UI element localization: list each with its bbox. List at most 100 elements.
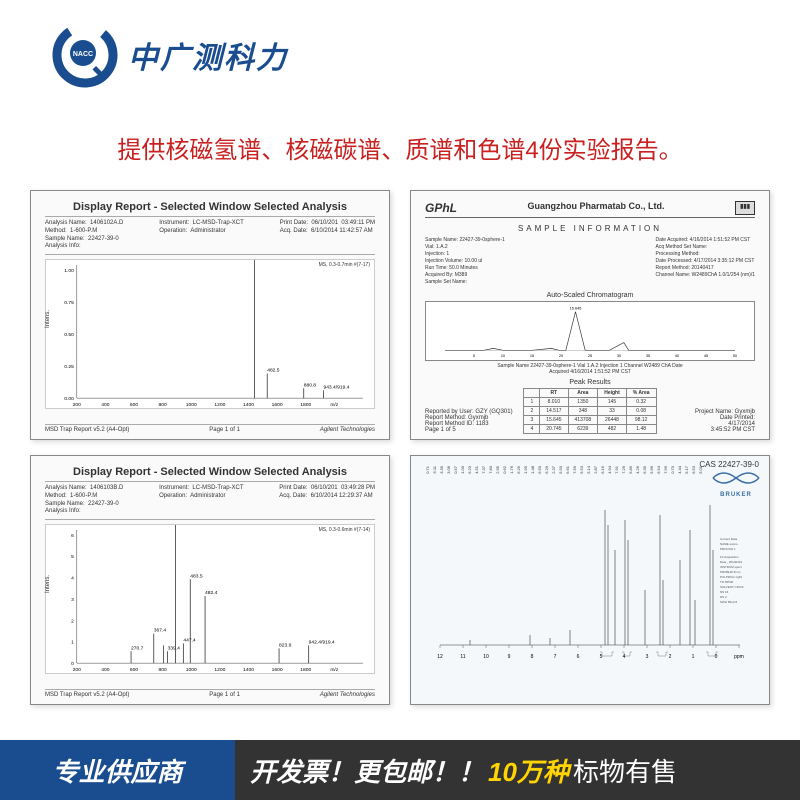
svg-text:11: 11 [460,654,465,660]
meta-left: Analysis Name: 1406103B.D Method: 1-600-… [45,485,123,516]
svg-text:ppm: ppm [734,654,744,660]
svg-text:8: 8 [531,654,534,660]
report-hplc: GPhL Guangzhou Pharmatab Co., Ltd. ▮▮▮ S… [410,190,770,440]
svg-text:270.7: 270.7 [131,646,144,652]
svg-text:200: 200 [73,402,81,408]
svg-text:5: 5 [71,554,74,560]
meta-left: Analysis Name: 1406102A.D Method: 1-600-… [45,220,123,251]
svg-text:367.4: 367.4 [154,628,167,634]
nmr-spectrum: 1211109876543210ppm Current Data NAME ex… [425,490,755,660]
svg-text:9: 9 [508,654,511,660]
logo-badge-text: NACC [73,51,93,58]
svg-text:600: 600 [130,402,138,408]
svg-text:DS 2: DS 2 [720,595,727,599]
svg-text:TD 65536: TD 65536 [720,580,734,584]
y-axis-label: Intens. [45,310,51,328]
peak-results-title: Peak Results [425,379,755,386]
svg-text:1000: 1000 [186,667,197,673]
svg-text:5: 5 [473,354,475,358]
svg-text:4: 4 [71,576,74,582]
ms-chart: Intens. MS, 0.3-0.7min #(7-17) 460.5482.… [45,259,375,409]
svg-text:15.645: 15.645 [570,307,582,311]
report-footer: MSD Trap Report v5.2 (A4-Opt) Page 1 of … [45,424,375,433]
svg-text:800: 800 [159,667,167,673]
footer-right: Agilent Technologies [320,427,375,433]
company-name: 中广测科力 [128,33,288,77]
brand: GPhL [425,201,457,215]
svg-text:F2 Acquisition: F2 Acquisition [720,555,739,559]
svg-text:483.5: 483.5 [190,573,203,579]
svg-text:m/z: m/z [330,402,338,408]
svg-text:PROCNO 1: PROCNO 1 [720,547,736,551]
svg-text:943.4/919.4: 943.4/919.4 [323,384,349,390]
footer-center: Page 1 of 1 [209,692,240,698]
svg-text:3: 3 [71,597,74,603]
footer-left: Reported by User: GZY (GQ301) Report Met… [425,409,513,433]
info-left: Sample Name: 22427-39-0sphere-1 Vial: 1.… [425,237,505,286]
svg-text:800: 800 [159,402,167,408]
report-title: Display Report - Selected Window Selecte… [45,466,375,482]
svg-text:1400: 1400 [243,402,254,408]
report-title: Display Report - Selected Window Selecte… [45,201,375,217]
footer-left: MSD Trap Report v5.2 (A4-Opt) [45,427,129,433]
svg-text:1400: 1400 [243,667,254,673]
svg-text:1200: 1200 [214,402,225,408]
svg-text:1600: 1600 [272,402,283,408]
svg-text:7: 7 [554,654,557,660]
footer-center: Page 1 of 1 [209,427,240,433]
svg-text:12: 12 [437,654,443,660]
svg-text:823.9: 823.9 [279,643,292,649]
svg-text:942.4/919.4: 942.4/919.4 [309,640,335,646]
svg-text:339.4: 339.4 [168,646,181,652]
invoice-text: 开发票！更包邮！！ [250,752,484,789]
svg-text:NS 16: NS 16 [720,590,729,594]
svg-text:1.00: 1.00 [64,268,74,274]
svg-text:30: 30 [617,354,621,358]
svg-text:SOLVENT CDCl3: SOLVENT CDCl3 [720,585,744,589]
svg-text:447.4: 447.4 [183,638,196,644]
svg-text:2: 2 [669,654,672,660]
ms-chart: Intens. MS, 0.3-0.6min #(7-14) 270.7 367.… [45,524,375,674]
report-header: Analysis Name: 1406102A.D Method: 1-600-… [45,220,375,255]
meta-center: Instrument: LC-MSD-Trap-XCT Operation: A… [159,220,243,251]
report-footer: MSD Trap Report v5.2 (A4-Opt) Page 1 of … [45,689,375,698]
svg-text:200: 200 [73,667,81,673]
svg-text:INSTRUM spect: INSTRUM spect [720,565,742,569]
svg-text:NAME expno: NAME expno [720,542,738,546]
svg-text:1800: 1800 [300,402,311,408]
hplc-brand-header: GPhL Guangzhou Pharmatab Co., Ltd. ▮▮▮ [425,201,755,218]
svg-text:0: 0 [71,661,74,667]
svg-text:45: 45 [704,354,708,358]
svg-text:15: 15 [530,354,534,358]
bottom-bar: 专业供应商 开发票！更包邮！！ 10万种 标物有售 [0,740,800,800]
y-axis-label: Intens. [45,575,51,593]
svg-text:6: 6 [577,654,580,660]
reports-grid: Display Report - Selected Window Selecte… [0,190,800,705]
svg-text:1: 1 [692,654,695,660]
svg-text:1800: 1800 [300,667,311,673]
svg-text:2: 2 [71,619,74,625]
meta-center: Instrument: LC-MSD-Trap-XCT Operation: A… [159,485,243,516]
svg-text:SWH 8012.8: SWH 8012.8 [720,600,737,604]
info-right: Date Acquired: 4/16/2014 1:51:52 PM CST … [656,237,756,286]
svg-text:50: 50 [733,354,737,358]
meta-right: Print Date: 06/10/201 03:49:28 PM Acq. D… [279,485,375,516]
report-header: Analysis Name: 1406103B.D Method: 1-600-… [45,485,375,520]
svg-text:PROBHD 5mm: PROBHD 5mm [720,570,741,574]
svg-text:10: 10 [501,354,505,358]
footer-left: MSD Trap Report v5.2 (A4-Opt) [45,692,129,698]
chart-corner-label: MS, 0.3-0.6min #(7-14) [319,527,370,533]
footer-right: Project Name: Gyxmjb Date Printed: 4/17/… [695,409,755,433]
svg-text:0.75: 0.75 [64,300,74,306]
svg-text:482.5: 482.5 [267,368,280,374]
headline-text: 提供核磁氢谱、核磁碳谱、质谱和色谱4份实验报告。 [117,130,682,165]
report-ms-1: Display Report - Selected Window Selecte… [30,190,390,440]
svg-text:10: 10 [483,654,489,660]
svg-text:25: 25 [588,354,592,358]
count-text: 10万种 [488,752,569,789]
badge-icon: ▮▮▮ [735,201,755,215]
chromatogram: 15.645 5101520253035404550 [425,301,755,361]
svg-text:20: 20 [559,354,563,358]
svg-text:5: 5 [600,654,603,660]
svg-text:600: 600 [130,667,138,673]
